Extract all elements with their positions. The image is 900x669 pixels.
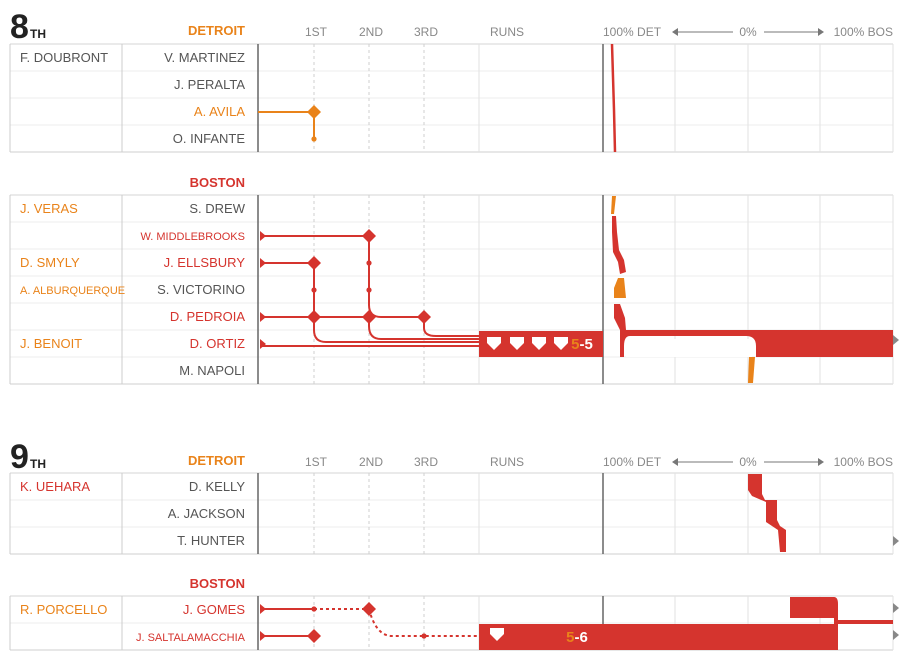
batter-name: S. DREW: [189, 201, 245, 216]
batter-name: J. SALTALAMACCHIA: [136, 632, 246, 644]
win-prob-segment: [748, 474, 786, 552]
win-prob-segment: [614, 304, 626, 330]
prob-left-header: 100% DET: [603, 455, 662, 469]
prob-axis-left-arrow: [672, 458, 678, 466]
pitcher-name: J. VERAS: [20, 201, 78, 216]
base-header: 3RD: [414, 25, 438, 39]
inning-suffix: TH: [30, 27, 46, 41]
score-sep: -: [580, 336, 585, 353]
base-path: [423, 317, 479, 337]
prob-right-header: 100% BOS: [834, 455, 893, 469]
win-prob-edge-arrow: [893, 603, 899, 613]
score-away: 5: [571, 336, 579, 353]
run-home-plate-icon: [554, 337, 568, 350]
prob-left-header: 100% DET: [603, 25, 662, 39]
base-header: 1ST: [305, 455, 328, 469]
pitcher-name: F. DOUBRONT: [20, 50, 108, 65]
inning-number: 8: [10, 8, 29, 46]
prob-right-header: 100% BOS: [834, 25, 893, 39]
batter-name: J. PERALTA: [174, 77, 245, 92]
base-header: 2ND: [359, 455, 383, 469]
pitcher-name: J. BENOIT: [20, 336, 82, 351]
prob-axis-left-arrow: [672, 28, 678, 36]
score-home: 5: [585, 336, 593, 353]
score-label: 5-6: [566, 629, 588, 646]
path-dot: [421, 633, 427, 639]
team-label: DETROIT: [188, 23, 245, 38]
batter-name: T. HUNTER: [177, 533, 245, 548]
base-header: 1ST: [305, 25, 328, 39]
win-prob-segment: [614, 278, 626, 298]
inning-suffix: TH: [30, 457, 46, 471]
batter-name: D. ORTIZ: [190, 336, 245, 351]
base-path: [313, 317, 479, 343]
runs-header: RUNS: [490, 25, 524, 39]
base-path: [368, 317, 479, 340]
base-runner-marker: [307, 629, 321, 643]
batter-name: S. VICTORINO: [157, 282, 245, 297]
batter-name: W. MIDDLEBROOKS: [140, 231, 245, 243]
team-label: BOSTON: [190, 175, 245, 190]
batter-name: V. MARTINEZ: [164, 50, 245, 65]
pitcher-name: R. PORCELLO: [20, 602, 107, 617]
win-prob-segment: [611, 196, 616, 214]
team-label: DETROIT: [188, 453, 245, 468]
run-home-plate-icon: [487, 337, 501, 350]
runs-header: RUNS: [490, 455, 524, 469]
team-label: BOSTON: [190, 576, 245, 591]
prob-mid-header: 0%: [739, 455, 757, 469]
prob-axis-right-arrow: [818, 28, 824, 36]
base-header: 3RD: [414, 455, 438, 469]
batter-name: J. ELLSBURY: [164, 255, 246, 270]
win-prob-gap: [626, 339, 752, 357]
run-home-plate-icon: [532, 337, 546, 350]
prob-axis-right-arrow: [818, 458, 824, 466]
batter-name: A. AVILA: [194, 104, 245, 119]
batter-name: D. PEDROIA: [170, 309, 245, 324]
base-path: [368, 608, 479, 637]
score-home: 6: [580, 629, 588, 646]
prob-mid-header: 0%: [739, 25, 757, 39]
win-prob-segment: [603, 597, 893, 650]
inning-number: 9: [10, 438, 29, 476]
win-prob-segment: [612, 216, 626, 274]
path-start-marker: [260, 339, 266, 349]
win-prob-line: [610, 43, 617, 153]
pitcher-name: A. ALBURQUERQUE: [20, 285, 125, 297]
win-prob-edge-arrow: [893, 536, 899, 546]
win-prob-edge-arrow: [893, 630, 899, 640]
win-prob-segment: [748, 357, 755, 383]
score-away: 5: [566, 629, 574, 646]
batter-name: M. NAPOLI: [179, 363, 245, 378]
win-prob-segment: [620, 330, 893, 357]
pitcher-name: D. SMYLY: [20, 255, 80, 270]
pitcher-name: K. UEHARA: [20, 479, 90, 494]
score-sep: -: [575, 629, 580, 646]
base-header: 2ND: [359, 25, 383, 39]
batter-name: J. GOMES: [183, 602, 245, 617]
run-home-plate-icon: [490, 628, 504, 641]
run-home-plate-icon: [510, 337, 524, 350]
path-dot: [311, 136, 317, 142]
batter-name: O. INFANTE: [173, 131, 246, 146]
batter-name: A. JACKSON: [168, 506, 245, 521]
win-prob-edge-arrow: [893, 335, 899, 345]
batter-name: D. KELLY: [189, 479, 245, 494]
score-label: 5-5: [571, 336, 593, 353]
